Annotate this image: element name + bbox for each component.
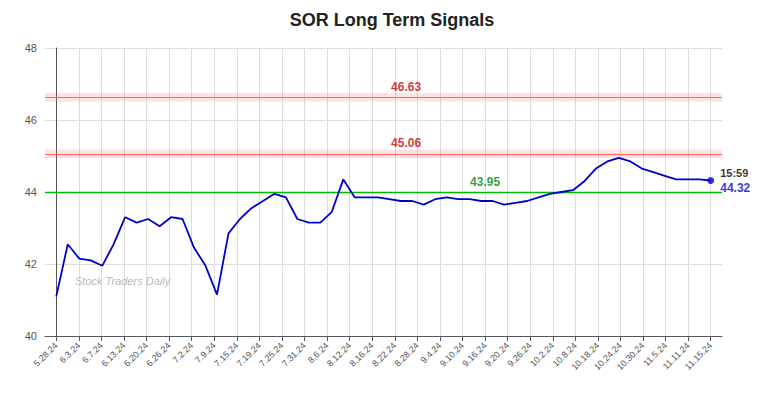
svg-text:10.2.24: 10.2.24 [528, 340, 557, 369]
svg-text:46: 46 [25, 114, 37, 126]
svg-text:7.15.24: 7.15.24 [212, 340, 241, 369]
svg-text:44.32: 44.32 [720, 181, 750, 195]
svg-text:7.2.24: 7.2.24 [170, 340, 195, 365]
svg-text:42: 42 [25, 258, 37, 270]
svg-text:8.12.24: 8.12.24 [324, 340, 354, 369]
svg-text:9.10.24: 9.10.24 [437, 340, 466, 369]
svg-text:8.16.24: 8.16.24 [347, 340, 376, 369]
svg-text:Stock Traders Daily: Stock Traders Daily [75, 275, 172, 287]
svg-text:SOR Long Term Signals: SOR Long Term Signals [290, 10, 495, 30]
svg-text:6.20.24: 6.20.24 [121, 340, 151, 369]
svg-text:7.19.24: 7.19.24 [234, 340, 263, 369]
svg-text:8.6.24: 8.6.24 [305, 340, 331, 366]
svg-text:11.15.24: 11.15.24 [683, 340, 714, 371]
svg-text:8.28.24: 8.28.24 [393, 340, 421, 368]
svg-text:10.30.24: 10.30.24 [615, 340, 647, 372]
svg-text:45.06: 45.06 [391, 136, 421, 150]
svg-text:6.3.24: 6.3.24 [58, 340, 83, 365]
svg-text:48: 48 [25, 42, 37, 54]
svg-text:8.22.24: 8.22.24 [370, 340, 399, 369]
svg-text:10.18.24: 10.18.24 [569, 340, 602, 373]
svg-text:46.63: 46.63 [391, 80, 421, 94]
svg-text:11.5.24: 11.5.24 [641, 340, 670, 369]
svg-text:7.25.24: 7.25.24 [257, 340, 286, 369]
svg-text:6.13.24: 6.13.24 [99, 340, 128, 369]
svg-text:9.16.24: 9.16.24 [460, 340, 489, 369]
svg-text:44: 44 [25, 186, 37, 198]
svg-text:6.7.24: 6.7.24 [80, 340, 105, 366]
svg-text:15:59: 15:59 [720, 167, 748, 179]
svg-text:10.8.24: 10.8.24 [550, 340, 579, 369]
svg-text:7.31.24: 7.31.24 [280, 340, 308, 368]
svg-text:43.95: 43.95 [470, 175, 500, 189]
svg-text:9.20.24: 9.20.24 [482, 340, 512, 369]
svg-text:7.9.24: 7.9.24 [193, 340, 218, 366]
svg-text:9.4.24: 9.4.24 [418, 340, 444, 366]
svg-text:9.26.24: 9.26.24 [505, 340, 534, 369]
svg-text:40: 40 [25, 330, 37, 342]
svg-text:11.11.24: 11.11.24 [660, 340, 692, 372]
svg-text:6.26.24: 6.26.24 [144, 340, 172, 368]
svg-text:5.28.24: 5.28.24 [32, 340, 60, 368]
svg-text:10.24.24: 10.24.24 [592, 340, 624, 373]
